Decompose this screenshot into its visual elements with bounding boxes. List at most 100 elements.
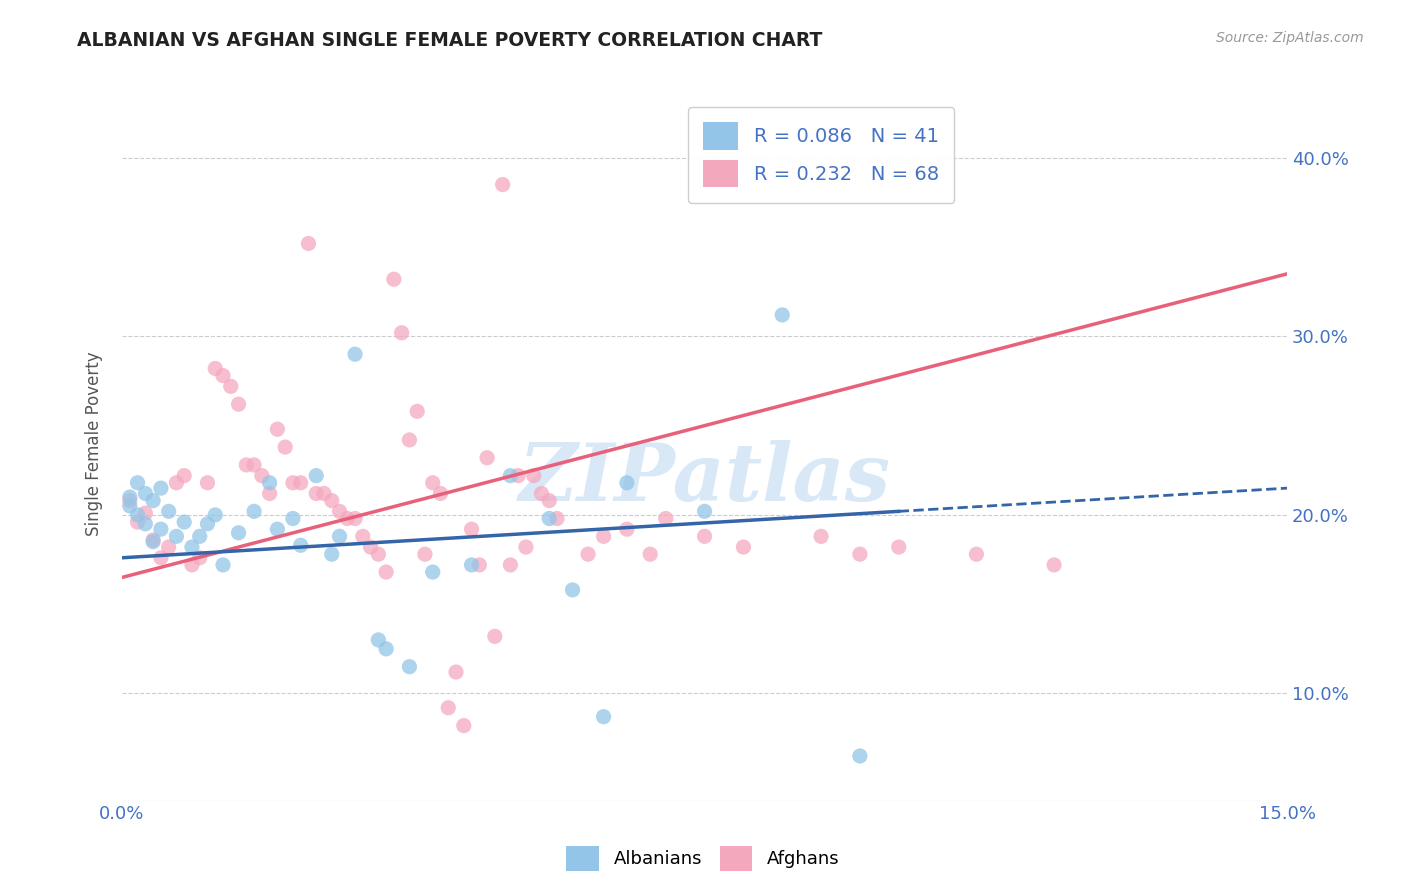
Point	[546, 511, 568, 525]
Point	[173, 515, 195, 529]
Point	[382, 272, 405, 286]
Point	[188, 529, 211, 543]
Point	[561, 582, 583, 597]
Point	[235, 458, 257, 472]
Point	[375, 641, 398, 656]
Point	[188, 550, 211, 565]
Point	[538, 493, 561, 508]
Point	[290, 475, 312, 490]
Point	[422, 565, 444, 579]
Point	[693, 504, 716, 518]
Text: ZIPatlas: ZIPatlas	[519, 441, 890, 518]
Point	[406, 404, 429, 418]
Point	[437, 700, 460, 714]
Point	[391, 326, 413, 340]
Point	[576, 547, 599, 561]
Point	[693, 529, 716, 543]
Point	[508, 468, 530, 483]
Point	[173, 468, 195, 483]
Point	[367, 547, 389, 561]
Point	[499, 468, 522, 483]
Point	[305, 486, 328, 500]
Point	[592, 529, 614, 543]
Point	[360, 540, 382, 554]
Point	[638, 547, 661, 561]
Point	[499, 558, 522, 572]
Legend: Albanians, Afghans: Albanians, Afghans	[560, 838, 846, 879]
Point	[197, 475, 219, 490]
Point	[165, 529, 187, 543]
Point	[118, 490, 141, 504]
Point	[204, 361, 226, 376]
Point	[530, 486, 553, 500]
Point	[243, 458, 266, 472]
Point	[212, 368, 235, 383]
Legend: R = 0.086   N = 41, R = 0.232   N = 68: R = 0.086 N = 41, R = 0.232 N = 68	[688, 107, 955, 202]
Point	[134, 486, 156, 500]
Point	[274, 440, 297, 454]
Point	[134, 506, 156, 520]
Point	[181, 558, 204, 572]
Point	[142, 533, 165, 547]
Point	[654, 511, 676, 525]
Point	[460, 558, 482, 572]
Point	[321, 493, 343, 508]
Point	[413, 547, 436, 561]
Point	[142, 534, 165, 549]
Point	[281, 475, 304, 490]
Point	[328, 529, 350, 543]
Point	[367, 632, 389, 647]
Point	[965, 547, 987, 561]
Point	[336, 511, 359, 525]
Point	[312, 486, 335, 500]
Point	[592, 709, 614, 723]
Point	[453, 718, 475, 732]
Point	[250, 468, 273, 483]
Point	[328, 504, 350, 518]
Point	[733, 540, 755, 554]
Point	[118, 499, 141, 513]
Point	[228, 397, 250, 411]
Point	[375, 565, 398, 579]
Point	[157, 540, 180, 554]
Point	[297, 236, 319, 251]
Point	[149, 481, 172, 495]
Point	[444, 665, 467, 679]
Text: ALBANIAN VS AFGHAN SINGLE FEMALE POVERTY CORRELATION CHART: ALBANIAN VS AFGHAN SINGLE FEMALE POVERTY…	[77, 31, 823, 50]
Point	[127, 475, 149, 490]
Point	[134, 516, 156, 531]
Point	[460, 522, 482, 536]
Point	[468, 558, 491, 572]
Point	[810, 529, 832, 543]
Point	[228, 525, 250, 540]
Point	[616, 522, 638, 536]
Point	[181, 540, 204, 554]
Point	[321, 547, 343, 561]
Point	[398, 433, 420, 447]
Point	[352, 529, 374, 543]
Point	[142, 493, 165, 508]
Point	[770, 308, 793, 322]
Point	[157, 504, 180, 518]
Point	[197, 516, 219, 531]
Point	[491, 178, 513, 192]
Point	[243, 504, 266, 518]
Point	[266, 422, 288, 436]
Text: Source: ZipAtlas.com: Source: ZipAtlas.com	[1216, 31, 1364, 45]
Point	[429, 486, 451, 500]
Point	[219, 379, 242, 393]
Point	[484, 629, 506, 643]
Point	[616, 475, 638, 490]
Point	[849, 547, 872, 561]
Point	[165, 475, 187, 490]
Point	[118, 493, 141, 508]
Point	[344, 511, 367, 525]
Point	[290, 538, 312, 552]
Point	[538, 511, 561, 525]
Point	[1043, 558, 1066, 572]
Point	[127, 515, 149, 529]
Point	[266, 522, 288, 536]
Point	[259, 475, 281, 490]
Point	[281, 511, 304, 525]
Point	[849, 749, 872, 764]
